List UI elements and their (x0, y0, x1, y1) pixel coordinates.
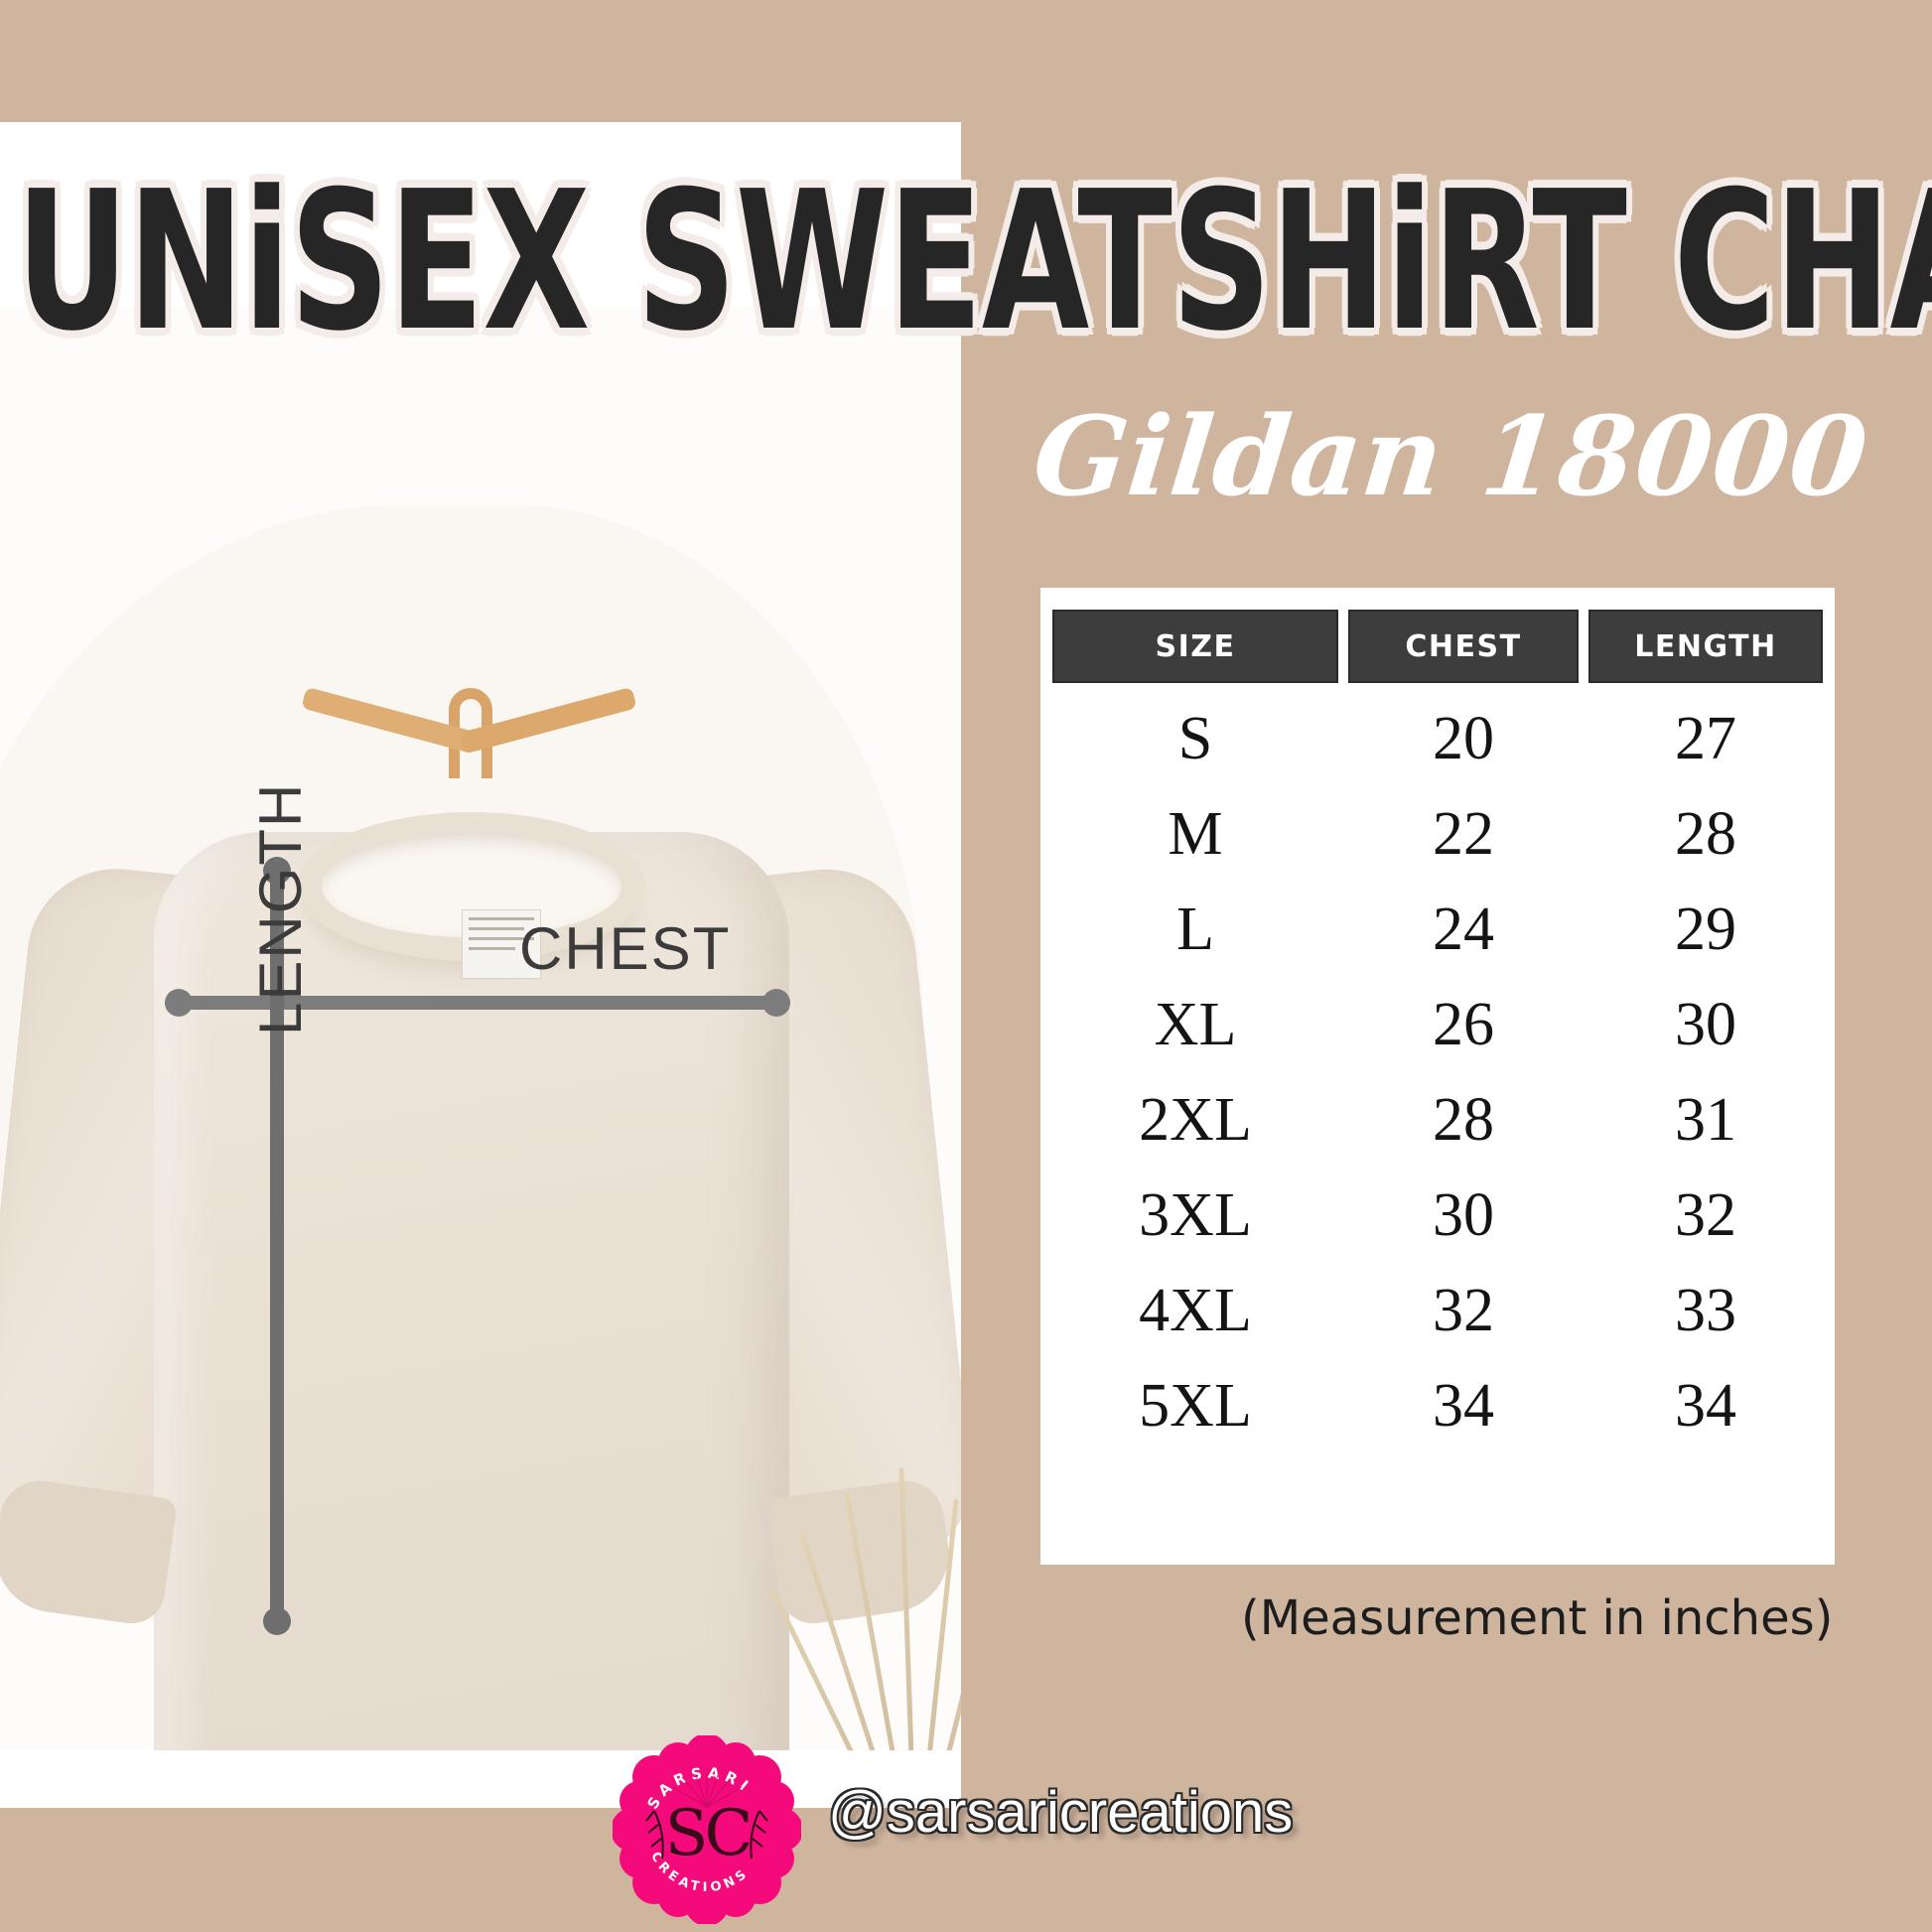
table-row: XL 26 30 (1052, 977, 1823, 1072)
cell-chest: 28 (1433, 1085, 1494, 1154)
cell-chest: 26 (1433, 990, 1494, 1058)
length-measure-dot-bottom (263, 1607, 291, 1635)
cell-length: 30 (1675, 990, 1736, 1058)
table-row: 2XL 28 31 (1052, 1072, 1823, 1168)
cell-length: 28 (1675, 799, 1736, 868)
cell-length: 32 (1675, 1180, 1736, 1249)
page-subtitle: Gildan 18000 (1028, 392, 1874, 520)
column-header-size: SIZE (1052, 610, 1338, 683)
cell-size: 5XL (1139, 1371, 1252, 1440)
table-row: 3XL 30 32 (1052, 1168, 1823, 1263)
table-row: S 20 27 (1052, 691, 1823, 786)
cell-size: 4XL (1139, 1276, 1252, 1344)
cell-size: S (1177, 704, 1213, 772)
sweatshirt-illustration (0, 802, 961, 1750)
table-header-row: SIZE CHEST LENGTH (1052, 610, 1823, 683)
column-header-length: LENGTH (1588, 610, 1823, 683)
social-handle: @sarsaricreations (828, 1780, 1294, 1845)
cell-chest: 20 (1433, 704, 1494, 772)
chest-measure-dot-right (762, 989, 790, 1017)
dried-grass-decor (769, 1428, 961, 1750)
cell-size: XL (1154, 990, 1237, 1058)
table-row: 5XL 34 34 (1052, 1358, 1823, 1453)
column-header-chest: CHEST (1348, 610, 1579, 683)
product-photo-panel: CHEST LENGTH (0, 122, 961, 1808)
table-row: L 24 29 (1052, 882, 1823, 977)
cell-chest: 34 (1433, 1371, 1494, 1440)
table-body: S 20 27 M 22 28 L 24 29 XL 26 30 2XL 28 (1052, 691, 1823, 1453)
chest-measure-label: CHEST (519, 915, 732, 982)
cell-length: 29 (1675, 895, 1736, 963)
length-measure-dot-top (263, 857, 291, 885)
cell-length: 27 (1675, 704, 1736, 772)
cell-size: 2XL (1139, 1085, 1252, 1154)
cuff-left (0, 1475, 179, 1628)
cell-chest: 22 (1433, 799, 1494, 868)
chest-measure-dot-left (165, 989, 193, 1017)
scalloped-badge-icon: SARSARI CREATIONS (613, 1735, 801, 1924)
neck-tag (462, 909, 541, 979)
length-measure-line (270, 869, 284, 1623)
cell-size: L (1176, 895, 1214, 963)
brand-logo: SARSARI CREATIONS SC (613, 1735, 801, 1924)
page-title: UNiSEX SWEATSHiRT CHART (16, 151, 1932, 374)
size-table: SIZE CHEST LENGTH S 20 27 M 22 28 L 24 2… (1040, 588, 1835, 1565)
cell-chest: 24 (1433, 895, 1494, 963)
cell-length: 34 (1675, 1371, 1736, 1440)
cell-chest: 32 (1433, 1276, 1494, 1344)
cell-length: 31 (1675, 1085, 1736, 1154)
chest-measure-line (175, 996, 784, 1010)
cell-size: M (1168, 799, 1223, 868)
shirt-body (154, 832, 789, 1750)
table-row: 4XL 32 33 (1052, 1263, 1823, 1358)
product-photo (0, 306, 961, 1750)
measurement-note: (Measurement in inches) (1241, 1590, 1834, 1646)
cell-size: 3XL (1139, 1180, 1252, 1249)
logo-monogram: SC (664, 1797, 754, 1870)
cell-chest: 30 (1433, 1180, 1494, 1249)
table-row: M 22 28 (1052, 786, 1823, 882)
length-measure-label: LENGTH (247, 781, 314, 1035)
cell-length: 33 (1675, 1276, 1736, 1344)
